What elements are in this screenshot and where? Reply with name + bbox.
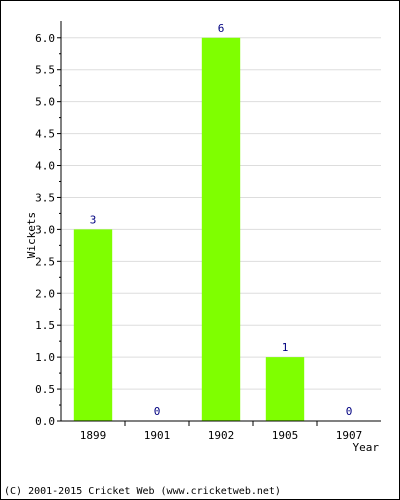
x-tick-label: 1901 [144, 429, 171, 442]
x-tick-label: 1907 [336, 429, 363, 442]
y-tick-label: 0.5 [35, 383, 55, 396]
y-tick-label: 1.5 [35, 319, 55, 332]
y-tick-label: 0.0 [35, 415, 55, 428]
data-label: 6 [218, 22, 225, 35]
y-tick-label: 6.0 [35, 32, 55, 45]
x-tick-label: 1905 [272, 429, 299, 442]
y-tick-label: 3.0 [35, 223, 55, 236]
bar-chart: 0.0 0.5 1.0 1.5 2.0 2.5 3.0 3.5 4.0 4.5 5.0 5.5 6.0 3… [25, 21, 381, 454]
y-tick-label: 4.5 [35, 128, 55, 141]
y-tick-label: 5.0 [35, 96, 55, 109]
x-tick-label: 1902 [208, 429, 235, 442]
bar [201, 37, 241, 421]
y-tick-label: 1.0 [35, 351, 55, 364]
x-axis-title: Year [353, 441, 380, 454]
y-axis-title: Wickets [25, 212, 38, 258]
data-label: 3 [90, 213, 97, 226]
data-label: 0 [346, 405, 353, 418]
y-tick-label: 2.0 [35, 287, 55, 300]
y-tick-label: 4.0 [35, 160, 55, 173]
y-tick-label: 2.5 [35, 255, 55, 268]
bar [265, 357, 305, 421]
y-tick-label: 3.5 [35, 191, 55, 204]
data-label: 1 [282, 341, 289, 354]
data-label: 0 [154, 405, 161, 418]
copyright-footer: (C) 2001-2015 Cricket Web (www.cricketwe… [4, 486, 281, 497]
bar [73, 229, 113, 421]
x-tick-label: 1899 [80, 429, 107, 442]
y-tick-label: 5.5 [35, 64, 55, 77]
